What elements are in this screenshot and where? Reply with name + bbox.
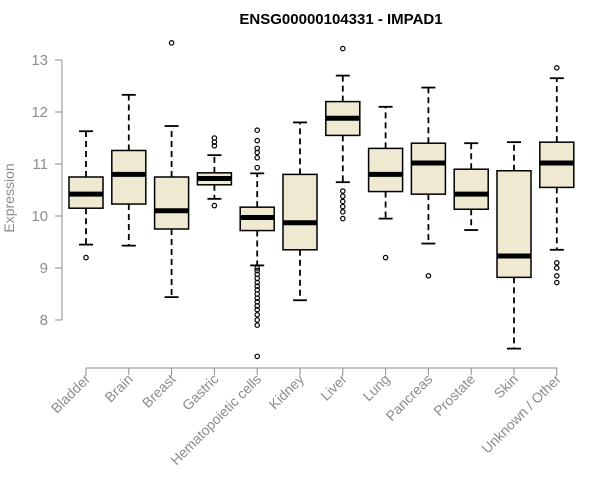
box-liver	[325, 45, 361, 222]
x-tick-label: Bladder	[48, 371, 94, 417]
box-kidney	[282, 121, 318, 302]
y-tick-label: 12	[31, 104, 48, 121]
y-tick-label: 9	[40, 260, 48, 277]
outlier-point	[254, 353, 261, 360]
box-skin	[496, 141, 532, 350]
outlier-point	[254, 303, 261, 309]
box-brain	[111, 93, 147, 247]
iqr-box	[453, 168, 489, 210]
outlier-point	[254, 127, 261, 134]
x-tick-label: Brain	[101, 371, 135, 405]
outlier-point	[254, 317, 261, 323]
outlier-point	[339, 203, 346, 210]
boxes-layer	[68, 40, 575, 360]
outlier-point	[425, 272, 432, 279]
box-lung	[367, 105, 404, 261]
outlier-point	[211, 202, 218, 209]
outlier-point	[382, 254, 389, 261]
outlier-point	[168, 40, 175, 46]
outlier-point	[339, 209, 346, 215]
outlier-point	[254, 306, 261, 313]
outlier-point	[254, 311, 261, 318]
outlier-point	[211, 139, 218, 145]
chart-title: ENSG00000104331 - IMPAD1	[239, 11, 442, 28]
outlier-point	[339, 215, 346, 222]
outlier-point	[339, 198, 346, 205]
x-tick-label: Unknown / Other	[478, 371, 564, 457]
y-tick-label: 8	[40, 312, 48, 329]
box-unknown-other	[539, 65, 575, 286]
outlier-point	[553, 265, 560, 271]
x-tick-label: Breast	[139, 371, 179, 411]
iqr-box	[111, 149, 147, 205]
outlier-point	[254, 164, 261, 171]
y-tick-label: 13	[31, 52, 48, 69]
outlier-point	[553, 272, 560, 279]
x-tick-label: Kidney	[266, 371, 308, 413]
iqr-box	[410, 142, 447, 195]
x-tick-label: Pancreas	[382, 371, 435, 424]
outlier-point	[254, 295, 261, 301]
x-tick-label: Lung	[359, 371, 392, 404]
box-bladder	[68, 130, 104, 261]
iqr-box	[282, 173, 318, 251]
outlier-point	[254, 154, 261, 161]
outlier-point	[553, 259, 560, 266]
box-breast	[153, 40, 190, 299]
outlier-point	[254, 265, 261, 271]
y-axis-label: Expression	[1, 163, 17, 232]
outlier-point	[254, 149, 261, 156]
iqr-box	[367, 147, 404, 193]
box-pancreas	[410, 86, 447, 279]
outlier-point	[254, 137, 261, 144]
box-gastric	[196, 135, 233, 209]
outlier-point	[553, 65, 560, 71]
y-ticks: 8 9 10 11 12 13	[31, 52, 62, 329]
x-tick-label: Gastric	[179, 371, 222, 414]
outlier-point	[254, 279, 261, 286]
outlier-point	[83, 254, 89, 261]
outlier-point	[254, 283, 261, 290]
iqr-box	[496, 170, 532, 279]
box-hematopoietic-cells	[239, 127, 275, 360]
outlier-point	[553, 279, 560, 286]
x-tick-label: Liver	[317, 371, 350, 404]
outlier-point	[254, 322, 261, 329]
box-prostate	[453, 142, 489, 231]
x-tick-label: Skin	[491, 371, 522, 402]
y-tick-label: 11	[32, 156, 48, 173]
x-tick-label: Prostate	[430, 371, 478, 419]
outlier-point	[339, 193, 346, 200]
outlier-point	[254, 267, 261, 274]
outlier-point	[339, 188, 346, 194]
iqr-box	[153, 176, 190, 230]
outlier-point	[339, 45, 346, 52]
y-tick-label: 10	[31, 208, 48, 225]
outlier-point	[211, 143, 218, 149]
